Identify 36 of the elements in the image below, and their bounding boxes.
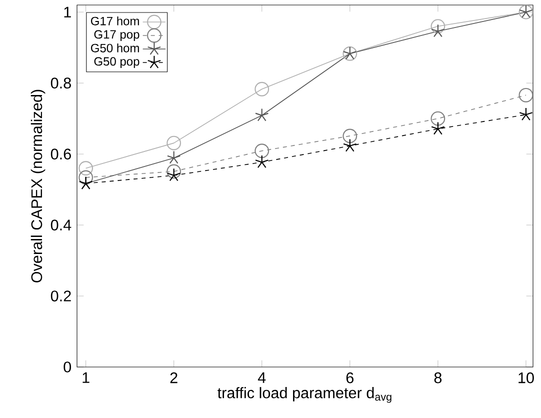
x-tick-label: 2 xyxy=(170,372,178,384)
legend-label: G17 pop xyxy=(94,30,140,42)
point xyxy=(431,122,445,135)
point xyxy=(431,24,445,38)
legend-label: G50 hom xyxy=(90,44,139,52)
y-tick-label: 0.4 xyxy=(50,220,72,230)
x-tick-label: 4 xyxy=(258,372,266,383)
x-tick-label: 6 xyxy=(346,372,354,384)
y-tick-label: 1 xyxy=(64,6,71,18)
y-axis-title: Overall CAPEX (normalized) xyxy=(30,90,46,282)
point xyxy=(254,82,270,96)
point xyxy=(254,155,269,168)
y-tick-label: 0 xyxy=(64,362,72,372)
point xyxy=(254,144,270,158)
y-tick-label: 0.2 xyxy=(50,290,71,302)
point xyxy=(166,150,181,164)
point xyxy=(78,161,94,176)
point xyxy=(430,19,446,34)
x-tick-label: 10 xyxy=(518,372,534,384)
point xyxy=(430,111,446,126)
point xyxy=(166,164,182,179)
point xyxy=(78,170,94,185)
legend-label: G17 hom xyxy=(90,16,139,26)
y-tick-label: 0.8 xyxy=(50,78,71,88)
x-axis-title: traffic load parameter d$_{avg}$ xyxy=(218,387,392,403)
y-tick-label: 0.6 xyxy=(50,148,71,160)
point xyxy=(343,138,357,152)
legend-label: G50 pop xyxy=(94,57,140,68)
point xyxy=(166,168,181,182)
point xyxy=(519,107,533,121)
point xyxy=(254,108,269,122)
x-tick-label: 8 xyxy=(434,372,442,384)
point xyxy=(166,136,182,150)
x-tick-label: 1 xyxy=(82,372,90,383)
point xyxy=(342,128,358,144)
point xyxy=(518,88,534,102)
